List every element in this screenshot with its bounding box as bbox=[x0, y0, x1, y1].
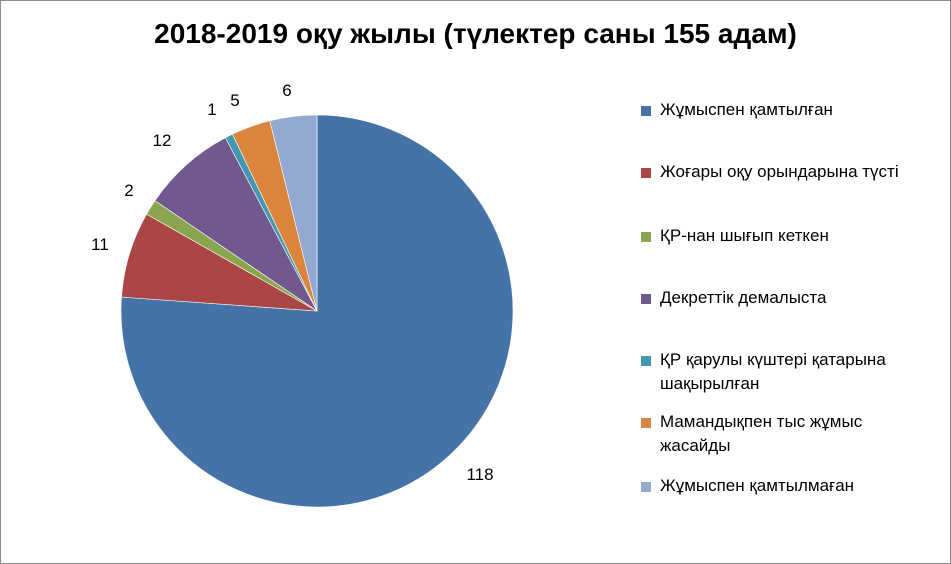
legend-label-line: Жұмыспен қамтылған bbox=[660, 100, 833, 119]
legend-label: Декреттік демалыста bbox=[660, 286, 940, 310]
data-label-3: 2 bbox=[124, 181, 133, 200]
legend-swatch bbox=[641, 168, 651, 178]
legend-label: ҚР-нан шығып кеткен bbox=[660, 224, 940, 248]
legend-label: Жұмыспен қамтылмаған bbox=[660, 474, 940, 498]
legend-swatch bbox=[641, 106, 651, 116]
chart-title: 2018-2019 оқу жылы (түлектер саны 155 ад… bbox=[154, 18, 797, 49]
legend-swatch bbox=[641, 356, 651, 366]
legend-swatch bbox=[641, 232, 651, 242]
legend-label: ҚР қарулы күштері қатарына шақырылған bbox=[660, 348, 940, 396]
pie-slice-1 bbox=[120, 114, 514, 508]
legend-label-line: ҚР-нан шығып кеткен bbox=[660, 226, 829, 245]
data-label-5: 1 bbox=[207, 100, 216, 119]
legend-swatch bbox=[641, 482, 651, 492]
data-label-6: 5 bbox=[230, 91, 239, 110]
legend-swatch bbox=[641, 418, 651, 428]
data-label-2: 11 bbox=[91, 235, 109, 254]
data-label-7: 6 bbox=[282, 81, 291, 100]
legend-label-line: шақырылған bbox=[660, 374, 760, 393]
legend-label-line: Мамандықпен тыс жұмыс bbox=[660, 412, 863, 431]
pie-slice-4 bbox=[154, 137, 318, 312]
legend-label-line: ҚР қарулы күштері қатарына bbox=[660, 350, 886, 369]
data-label-1: 118 bbox=[466, 465, 493, 484]
legend-label: Мамандықпен тыс жұмыс жасайды bbox=[660, 410, 940, 458]
pie-slice-7 bbox=[269, 114, 318, 312]
legend-label: Жұмыспен қамтылған bbox=[660, 98, 940, 122]
legend-label-line: Жоғары оқу орындарына түсті bbox=[660, 162, 899, 181]
legend-swatch bbox=[641, 294, 651, 304]
legend-label-line: Декреттік демалыста bbox=[660, 288, 827, 307]
legend-label-line: Жұмыспен қамтылмаған bbox=[660, 476, 855, 495]
data-label-4: 12 bbox=[153, 131, 172, 150]
legend-label-line: жасайды bbox=[660, 436, 731, 455]
legend-label: Жоғары оқу орындарына түсті bbox=[660, 160, 940, 184]
